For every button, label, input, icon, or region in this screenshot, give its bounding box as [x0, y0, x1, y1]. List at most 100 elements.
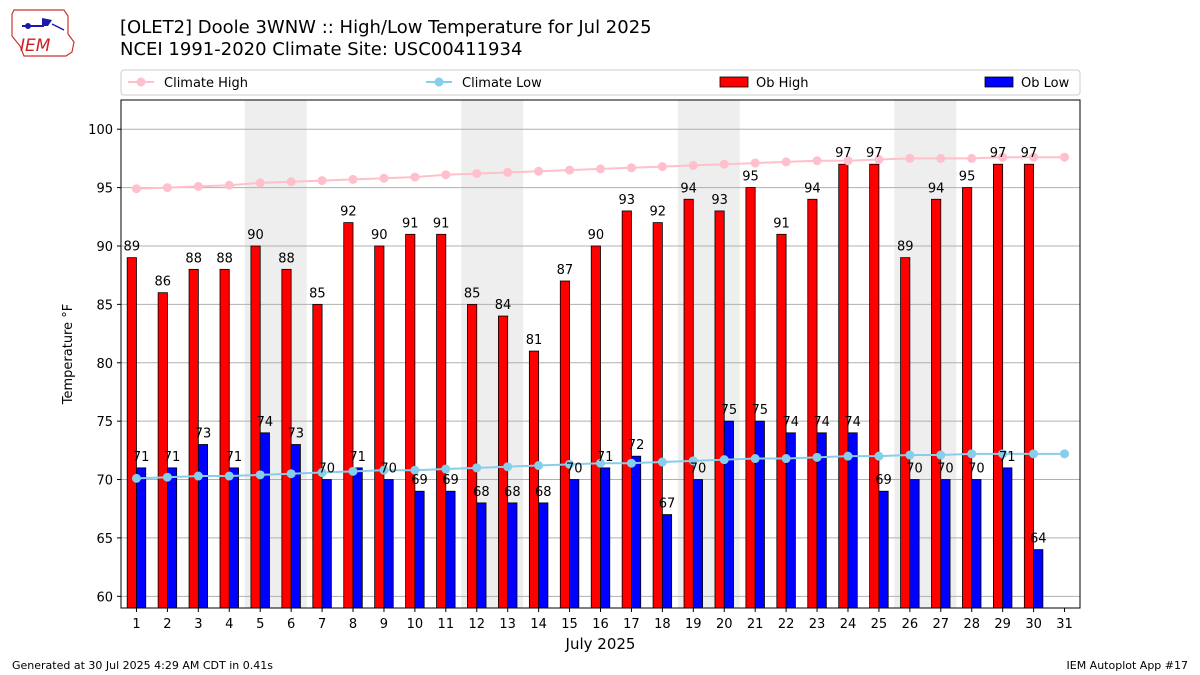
climate-low-point — [874, 451, 884, 461]
ob-low-bar — [445, 490, 456, 609]
climate-low-point — [626, 458, 636, 468]
ytick-label: 85 — [96, 298, 113, 313]
climate-high-point — [193, 181, 203, 191]
legend-box — [120, 69, 1081, 96]
climate-low-point — [379, 465, 389, 475]
climate-high-point — [286, 177, 296, 187]
ob-high-bar — [374, 245, 385, 609]
ob-high-bar — [652, 222, 663, 609]
xtick-label: 10 — [407, 617, 424, 632]
legend-bar-swatch — [719, 76, 749, 88]
ob-low-label: 74 — [813, 415, 830, 430]
ob-high-label: 85 — [464, 286, 481, 301]
climate-low-point — [565, 459, 575, 469]
ob-high-bar — [436, 233, 447, 609]
ob-low-bar — [538, 502, 549, 609]
ob-low-bar — [723, 420, 734, 609]
xtick-label: 21 — [747, 617, 764, 632]
legend-label: Ob High — [756, 76, 809, 91]
ob-low-bar — [692, 479, 703, 609]
ytick-label: 95 — [96, 182, 113, 197]
climate-high-point — [719, 159, 729, 169]
climate-low-point — [688, 456, 698, 466]
ob-low-bar — [909, 479, 920, 609]
climate-high-point — [534, 166, 544, 176]
iem-logo: IEM — [11, 9, 75, 57]
ob-low-label: 64 — [1030, 532, 1047, 547]
ob-high-label: 86 — [154, 275, 171, 290]
climate-high-point — [162, 183, 172, 193]
ob-low-bar — [1002, 467, 1013, 609]
climate-high-point — [255, 178, 265, 188]
ob-high-bar — [869, 163, 880, 609]
climate-low-point — [317, 468, 327, 478]
chart-subtitle: NCEI 1991-2020 Climate Site: USC00411934 — [120, 39, 523, 60]
xtick-label: 23 — [809, 617, 826, 632]
ob-low-label: 74 — [782, 415, 799, 430]
climate-low-point — [998, 449, 1008, 459]
ob-high-bar — [343, 222, 354, 609]
climate-high-point — [812, 156, 822, 166]
xtick-label: 15 — [561, 617, 578, 632]
ob-high-bar — [559, 280, 570, 609]
ob-high-label: 91 — [773, 216, 790, 231]
xtick-label: 6 — [287, 617, 295, 632]
ob-low-label: 67 — [659, 497, 676, 512]
ob-high-label: 90 — [371, 228, 388, 243]
ob-high-label: 84 — [495, 298, 512, 313]
xtick-label: 13 — [499, 617, 516, 632]
ob-low-label: 71 — [133, 450, 150, 465]
ob-high-label: 97 — [866, 146, 883, 161]
ob-low-label: 75 — [752, 403, 769, 418]
xtick-label: 12 — [468, 617, 485, 632]
climate-low-point — [131, 473, 141, 483]
ob-low-bar — [321, 479, 332, 609]
ob-low-label: 73 — [195, 427, 212, 442]
ytick-label: 100 — [88, 123, 113, 138]
climate-low-point — [750, 454, 760, 464]
climate-low-point — [843, 451, 853, 461]
ob-high-label: 87 — [557, 263, 574, 278]
ob-high-label: 92 — [649, 205, 666, 220]
ob-low-label: 68 — [473, 485, 490, 500]
ob-low-bar — [878, 490, 889, 609]
xtick-label: 5 — [256, 617, 264, 632]
bar-labels: 89 71 86 71 88 73 88 71 90 74 88 73 85 70 92 71 90 70 91 69… — [124, 146, 1047, 546]
ob-high-bar — [126, 257, 137, 609]
ob-low-label: 74 — [257, 415, 274, 430]
ob-high-label: 93 — [619, 193, 636, 208]
ob-low-label: 71 — [999, 450, 1016, 465]
ob-high-label: 85 — [309, 286, 326, 301]
ob-low-label: 69 — [442, 473, 459, 488]
ob-low-bar — [290, 444, 301, 609]
climate-low-point — [812, 452, 822, 462]
xtick-label: 24 — [840, 617, 857, 632]
xtick-label: 8 — [349, 617, 357, 632]
ob-high-label: 94 — [680, 181, 697, 196]
climate-high-point — [317, 176, 327, 186]
ob-low-label: 70 — [968, 462, 985, 477]
y-axis-title: Temperature °F — [61, 304, 76, 405]
xtick-label: 14 — [530, 617, 547, 632]
climate-low-point — [905, 450, 915, 460]
climate-low-point — [936, 450, 946, 460]
ob-high-bar — [683, 198, 694, 609]
ob-high-label: 97 — [835, 146, 852, 161]
climate-high-point — [781, 157, 791, 167]
footer-generated: Generated at 30 Jul 2025 4:29 AM CDT in … — [12, 659, 273, 672]
ytick-label: 75 — [96, 415, 113, 430]
xtick-label: 2 — [163, 617, 171, 632]
xtick-label: 29 — [994, 617, 1011, 632]
ob-high-bar — [498, 315, 509, 609]
xtick-label: 1 — [132, 617, 140, 632]
x-axis-title: July 2025 — [565, 635, 636, 653]
climate-low-point — [255, 470, 265, 480]
xtick-label: 3 — [194, 617, 202, 632]
climate-low-point — [781, 454, 791, 464]
xtick-label: 4 — [225, 617, 233, 632]
ob-low-bar — [507, 502, 518, 609]
climate-high-point — [596, 164, 605, 174]
climate-low-point — [719, 455, 729, 465]
ob-high-bar — [900, 257, 911, 609]
xtick-label: 31 — [1056, 617, 1073, 632]
